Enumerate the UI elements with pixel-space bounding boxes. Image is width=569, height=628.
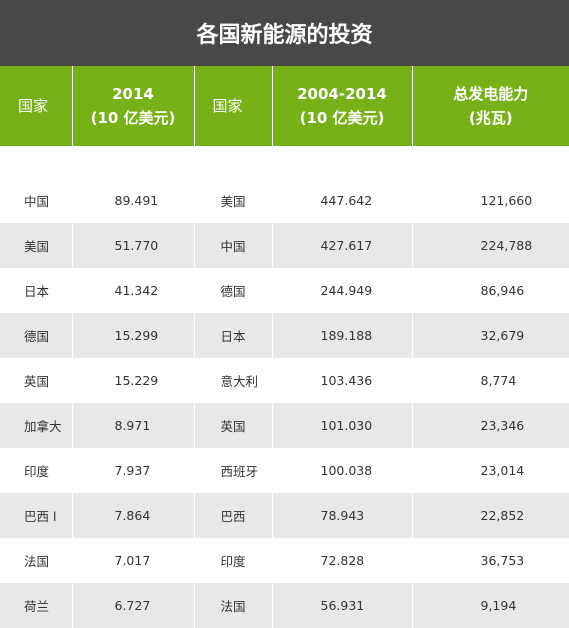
cell-investment-2014: 41.342 — [71, 268, 194, 313]
cell-investment-2004-2014: 100.038 — [271, 448, 412, 493]
header-line: 2004-2014 — [297, 85, 387, 103]
cell-capacity: 23,346 — [411, 403, 569, 448]
table-row: 中国 89.491 美国 447.642 121,660 — [0, 178, 569, 223]
cell-capacity: 23,014 — [411, 448, 569, 493]
table-row: 德国 15.299 日本 189.188 32,679 — [0, 313, 569, 358]
table-row: 巴西 l 7.864 巴西 78.943 22,852 — [0, 493, 569, 538]
column-header-investment-2014: 2014 (10 亿美元) — [71, 66, 194, 146]
cell-country: 加拿大 — [0, 403, 72, 448]
investment-table: 国家 2014 (10 亿美元) 国家 2004-2014 (10 亿美元) 总… — [0, 66, 569, 628]
cell-country: 美国 — [0, 223, 72, 268]
cell-investment-2004-2014: 244.949 — [271, 268, 412, 313]
header-line: 总发电能力 — [453, 85, 529, 103]
page-title-bar: 各国新能源的投资 — [0, 0, 569, 66]
cell-investment-2014: 7.017 — [71, 538, 194, 583]
column-header-capacity: 总发电能力 (兆瓦) — [411, 66, 569, 146]
cell-country-2: 德国 — [193, 268, 272, 313]
cell-country: 印度 — [0, 448, 72, 493]
cell-country-2: 巴西 — [193, 493, 272, 538]
cell-investment-2004-2014: 78.943 — [271, 493, 412, 538]
header-line: (10 亿美元) — [90, 109, 176, 127]
cell-investment-2004-2014: 427.617 — [271, 223, 412, 268]
cell-country-2: 中国 — [193, 223, 272, 268]
cell-country: 中国 — [0, 178, 72, 223]
cell-investment-2014: 51.770 — [71, 223, 194, 268]
cell-investment-2004-2014: 189.188 — [271, 313, 412, 358]
cell-investment-2014: 6.727 — [71, 583, 194, 628]
header-line: (兆瓦) — [468, 109, 513, 127]
table-header: 国家 2014 (10 亿美元) 国家 2004-2014 (10 亿美元) 总… — [0, 66, 569, 146]
cell-country: 法国 — [0, 538, 72, 583]
cell-capacity: 22,852 — [411, 493, 569, 538]
cell-capacity: 121,660 — [411, 178, 569, 223]
page-title: 各国新能源的投资 — [196, 23, 373, 48]
table-row: 美国 51.770 中国 427.617 224,788 — [0, 223, 569, 268]
cell-capacity: 32,679 — [411, 313, 569, 358]
cell-capacity: 36,753 — [411, 538, 569, 583]
table-row: 日本 41.342 德国 244.949 86,946 — [0, 268, 569, 313]
header-line: 2014 — [112, 85, 154, 103]
cell-investment-2014: 15.299 — [71, 313, 194, 358]
cell-country: 荷兰 — [0, 583, 72, 628]
cell-investment-2014: 15.229 — [71, 358, 194, 403]
cell-capacity: 86,946 — [411, 268, 569, 313]
column-header-investment-2004-2014: 2004-2014 (10 亿美元) — [271, 66, 412, 146]
cell-investment-2004-2014: 72.828 — [271, 538, 412, 583]
cell-investment-2014: 7.864 — [71, 493, 194, 538]
cell-country: 德国 — [0, 313, 72, 358]
table-row: 印度 7.937 西班牙 100.038 23,014 — [0, 448, 569, 493]
cell-investment-2014: 7.937 — [71, 448, 194, 493]
column-header-country-2: 国家 — [193, 66, 272, 146]
cell-country-2: 日本 — [193, 313, 272, 358]
cell-capacity: 224,788 — [411, 223, 569, 268]
cell-investment-2004-2014: 56.931 — [271, 583, 412, 628]
spacer-row — [0, 146, 569, 178]
table-row: 英国 15.229 意大利 103.436 8,774 — [0, 358, 569, 403]
column-header-country: 国家 — [0, 66, 72, 146]
cell-country-2: 美国 — [193, 178, 272, 223]
cell-country-2: 意大利 — [193, 358, 272, 403]
table-body: 中国 89.491 美国 447.642 121,660 美国 51.770 中国 427.61… — [0, 146, 569, 628]
cell-country: 巴西 l — [0, 493, 72, 538]
cell-country-2: 印度 — [193, 538, 272, 583]
cell-investment-2014: 89.491 — [71, 178, 194, 223]
cell-investment-2004-2014: 103.436 — [271, 358, 412, 403]
cell-capacity: 9,194 — [411, 583, 569, 628]
cell-country-2: 英国 — [193, 403, 272, 448]
header-line: (10 亿美元) — [299, 109, 385, 127]
cell-country-2: 西班牙 — [193, 448, 272, 493]
cell-capacity: 8,774 — [411, 358, 569, 403]
spacer-cell — [0, 146, 569, 178]
cell-country: 英国 — [0, 358, 72, 403]
cell-country-2: 法国 — [193, 583, 272, 628]
table-row: 荷兰 6.727 法国 56.931 9,194 — [0, 583, 569, 628]
cell-investment-2004-2014: 447.642 — [271, 178, 412, 223]
table-row: 法国 7.017 印度 72.828 36,753 — [0, 538, 569, 583]
cell-investment-2014: 8.971 — [71, 403, 194, 448]
cell-investment-2004-2014: 101.030 — [271, 403, 412, 448]
table-row: 加拿大 8.971 英国 101.030 23,346 — [0, 403, 569, 448]
cell-country: 日本 — [0, 268, 72, 313]
